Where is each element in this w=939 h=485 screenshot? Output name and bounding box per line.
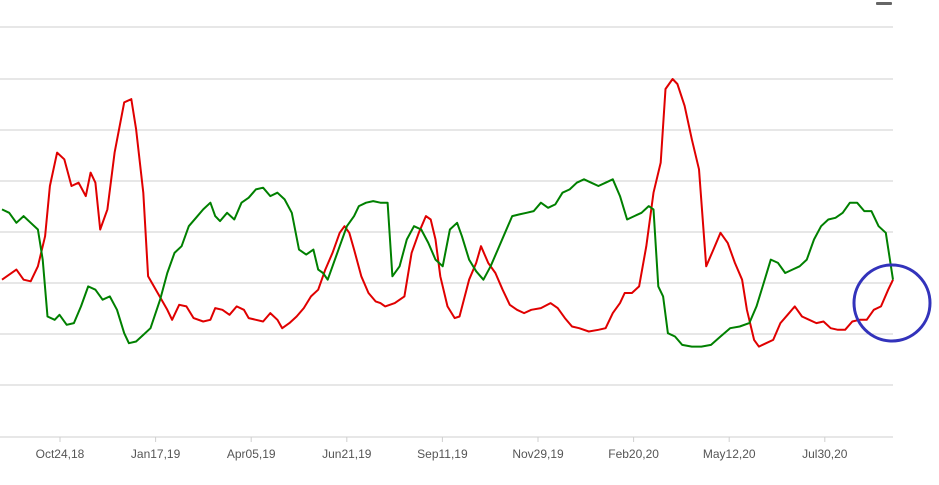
- x-tick-label: Jan17,19: [131, 447, 181, 461]
- x-tick-label: Jul30,20: [802, 447, 848, 461]
- highlight-circle: [852, 263, 932, 343]
- series-line-1: [1, 78, 894, 348]
- x-tick-label: Apr05,19: [227, 447, 276, 461]
- grid-lines: [0, 26, 893, 386]
- x-tick-label: Nov29,19: [512, 447, 564, 461]
- series-line-2: [1, 178, 894, 348]
- annotation-layer: [852, 263, 932, 343]
- x-tick-label: Sep11,19: [417, 447, 468, 461]
- x-tick-label: Feb20,20: [608, 447, 659, 461]
- x-tick-label: May12,20: [703, 447, 756, 461]
- series-lines: [1, 78, 894, 348]
- x-axis: Oct24,18 Jan17,19 Apr05,19 Jun21,19 Sep11,19…: [0, 436, 893, 461]
- x-tick-label: Jun21,19: [322, 447, 372, 461]
- hamburger-menu-icon[interactable]: [876, 0, 892, 10]
- x-tick-label: Oct24,18: [36, 447, 85, 461]
